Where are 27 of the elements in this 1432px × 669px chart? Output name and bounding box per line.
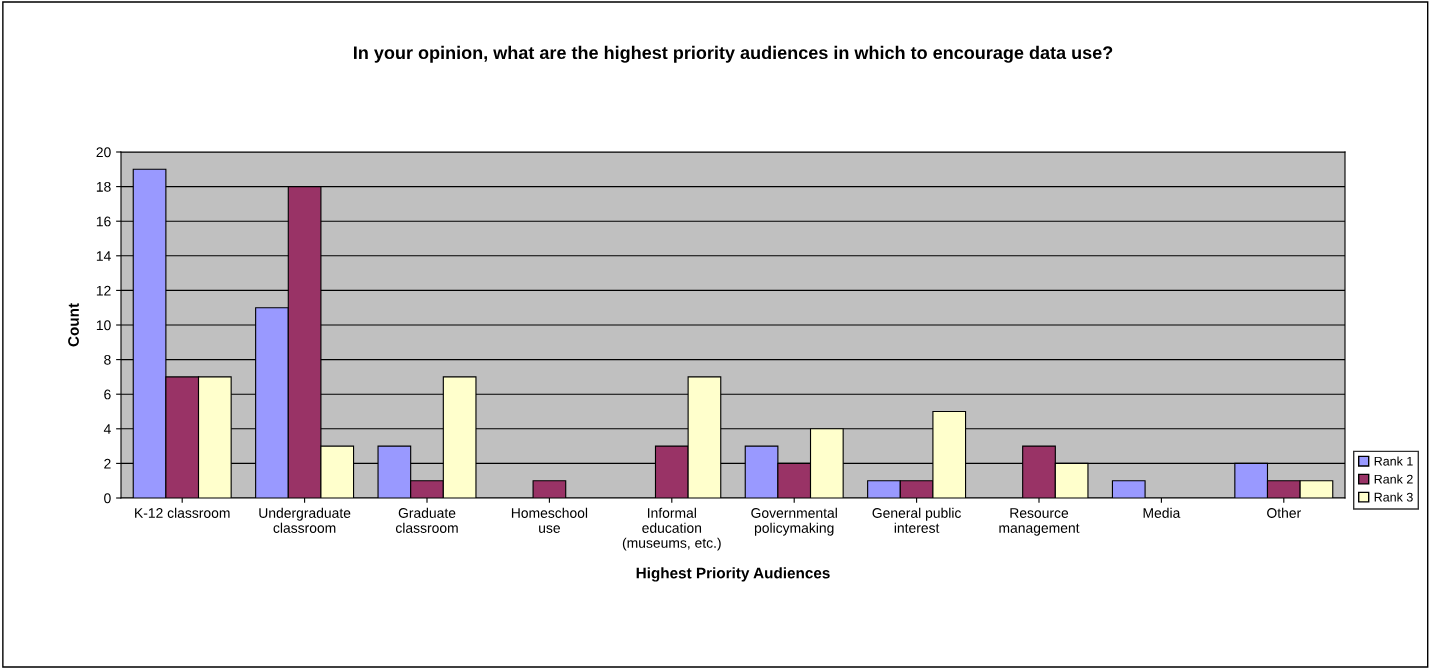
y-tick-label: 20 [96, 147, 111, 158]
x-tick-label: Informal education (museums, etc.) [622, 507, 721, 551]
x-tick-label: Resource management [999, 508, 1080, 536]
y-tick-label: 14 [96, 251, 111, 261]
x-tick-label: General public interest [872, 507, 962, 533]
legend-label: Rank 3 [1374, 492, 1413, 502]
x-axis-title: Highest Priority Audiences [636, 567, 830, 582]
x-tick-label: K-12 classroom [135, 507, 230, 518]
y-tick-label: 10 [96, 320, 111, 331]
legend-label: Rank 2 [1374, 474, 1413, 484]
y-tick-label: 8 [104, 354, 111, 365]
x-tick-label: Governmental policymaking [751, 507, 837, 536]
chart-title: In your opinion, what are the highest priority audiences in which to encourage data use? [354, 45, 1113, 63]
x-tick-label: Undergraduate classroom [259, 507, 351, 533]
x-tick-label: Other [1267, 507, 1301, 518]
y-tick-label: 16 [96, 216, 111, 227]
y-tick-label: 0 [104, 493, 111, 504]
x-tick-label: Homeschool use [511, 507, 588, 533]
x-tick-label: Graduate classroom [395, 507, 458, 533]
y-axis-title: Count [68, 303, 79, 347]
y-tick-label: 4 [103, 424, 111, 434]
y-tick-label: 18 [96, 181, 111, 192]
y-tick-label: 12 [96, 285, 111, 296]
x-tick-label: Media [1143, 507, 1181, 518]
legend-label: Rank 1 [1374, 456, 1413, 466]
y-tick-label: 6 [104, 389, 111, 400]
y-tick-label: 2 [104, 458, 111, 469]
